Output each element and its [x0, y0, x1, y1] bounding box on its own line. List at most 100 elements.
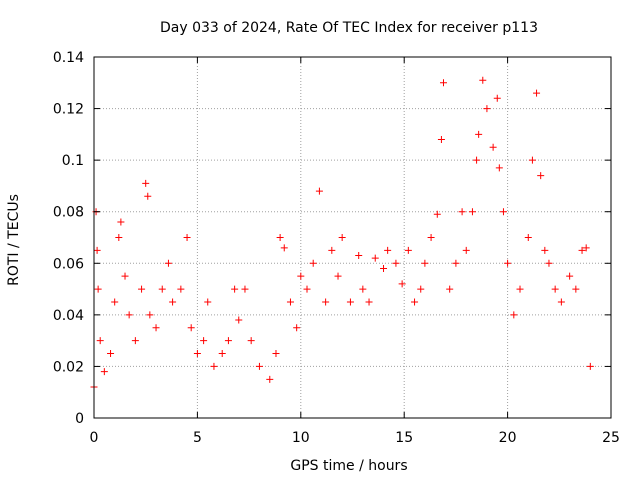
x-tick-label: 0: [90, 430, 99, 446]
data-point: [100, 368, 108, 376]
data-point: [489, 143, 497, 151]
data-point: [280, 244, 288, 252]
data-point: [152, 324, 160, 332]
axis-ticks: 0 0.02 0.04 0.06 0.08 0.1 0.12 0.14 0 5 10 15 20 25: [53, 50, 620, 446]
y-tick-label: 0: [75, 411, 84, 427]
data-point: [303, 285, 311, 293]
data-point: [417, 285, 425, 293]
data-point: [138, 285, 146, 293]
data-point: [524, 234, 532, 241]
data-point: [433, 210, 441, 218]
data-point: [493, 94, 501, 102]
data-point: [96, 337, 104, 345]
data-point: [533, 89, 541, 97]
data-point: [187, 324, 195, 332]
data-point: [309, 259, 317, 267]
data-point: [541, 246, 549, 254]
data-point: [125, 311, 133, 319]
data-point: [398, 280, 406, 288]
data-point: [286, 298, 294, 306]
data-point: [158, 285, 166, 293]
data-point: [483, 105, 491, 113]
data-point: [392, 259, 400, 267]
y-tick-label: 0.06: [53, 256, 84, 272]
data-point: [115, 234, 123, 241]
data-point: [551, 285, 559, 293]
data-point: [427, 234, 435, 241]
data-point: [473, 156, 481, 164]
grid-lines: [94, 57, 611, 418]
y-tick-label: 0.04: [53, 308, 84, 324]
x-tick-label: 25: [602, 430, 620, 446]
data-point: [266, 375, 274, 383]
data-point: [384, 246, 392, 254]
data-point: [218, 350, 226, 358]
data-point: [510, 311, 518, 319]
data-point: [499, 208, 507, 216]
data-point: [276, 234, 284, 241]
plot-frame: [93, 56, 612, 419]
data-point: [582, 244, 590, 252]
data-point: [144, 192, 152, 200]
data-point: [586, 362, 594, 370]
data-point: [204, 298, 212, 306]
data-point: [297, 272, 305, 280]
data-point: [537, 172, 545, 180]
data-point: [516, 285, 524, 293]
chart-title: Day 033 of 2024, Rate Of TEC Index for r…: [160, 20, 538, 36]
y-axis-label: ROTI / TECUs: [6, 194, 22, 286]
data-point: [210, 362, 218, 370]
data-point: [452, 259, 460, 267]
data-point: [462, 246, 470, 254]
data-point: [528, 156, 536, 164]
data-point: [146, 311, 154, 319]
data-point: [334, 272, 342, 280]
data-point: [572, 285, 580, 293]
data-point: [193, 350, 201, 358]
data-point: [272, 350, 280, 358]
y-tick-label: 0.1: [62, 153, 84, 169]
data-point: [315, 187, 323, 195]
data-point: [468, 208, 476, 216]
data-point: [437, 136, 445, 144]
data-point: [224, 337, 232, 345]
y-tick-label: 0.02: [53, 359, 84, 375]
data-point: [107, 350, 115, 358]
data-point: [439, 79, 447, 87]
data-point: [255, 362, 263, 370]
data-point: [328, 246, 336, 254]
data-point: [365, 298, 373, 306]
data-point: [231, 285, 239, 293]
data-point: [322, 298, 330, 306]
data-point: [131, 337, 139, 345]
data-point: [504, 259, 512, 267]
x-tick-label: 10: [292, 430, 310, 446]
data-point: [479, 76, 487, 84]
data-point: [566, 272, 574, 280]
data-point: [241, 285, 249, 293]
data-point: [111, 298, 119, 306]
data-point: [117, 218, 125, 226]
data-point: [458, 208, 466, 216]
data-point: [247, 337, 255, 345]
data-point: [169, 298, 177, 306]
x-tick-label: 20: [499, 430, 517, 446]
data-point: [346, 298, 354, 306]
data-point: [411, 298, 419, 306]
data-point: [371, 254, 379, 262]
data-point: [177, 285, 185, 293]
data-point: [200, 337, 208, 345]
data-point: [475, 130, 483, 138]
data-point: [545, 259, 553, 267]
data-point: [578, 246, 586, 254]
data-point: [142, 179, 150, 187]
data-point: [446, 285, 454, 293]
data-point: [338, 234, 346, 241]
data-point: [355, 252, 363, 260]
data-point: [359, 285, 367, 293]
data-point: [495, 164, 503, 172]
data-point: [93, 246, 101, 254]
data-point: [404, 246, 412, 254]
data-point: [293, 324, 301, 332]
data-point: [121, 272, 129, 280]
